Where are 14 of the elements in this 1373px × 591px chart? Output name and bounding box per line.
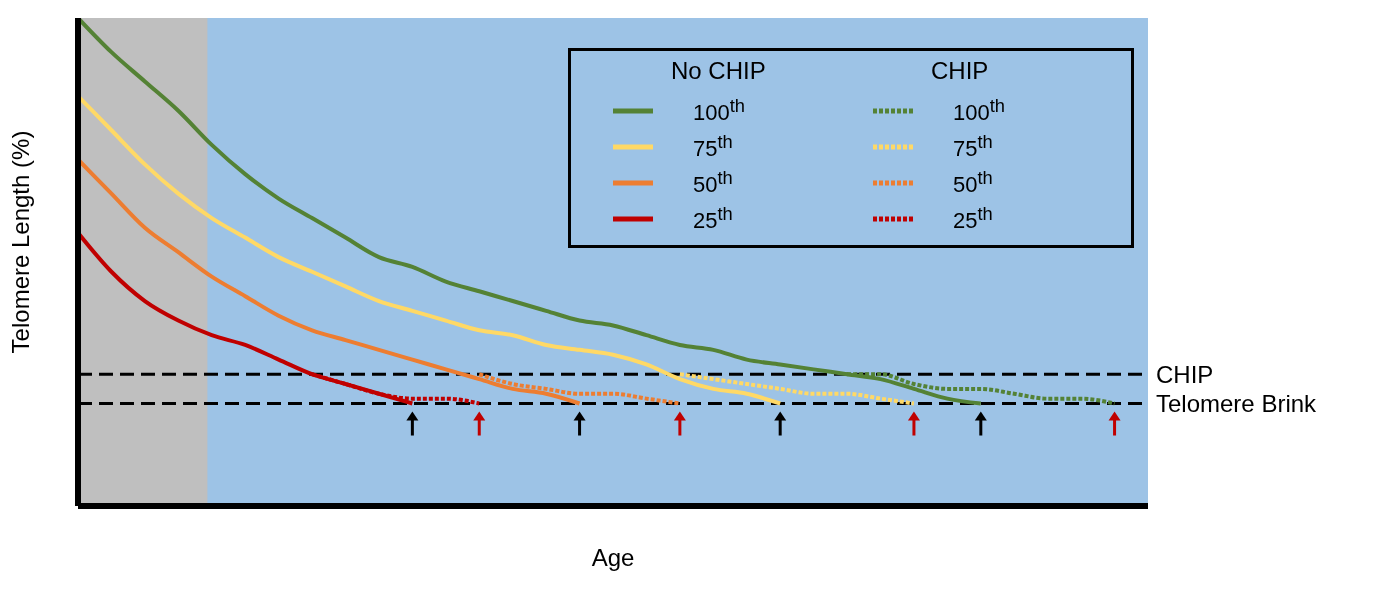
legend-label: 100$^{th}$ — [693, 95, 746, 127]
legend-label: 50$^{th}$ — [693, 167, 733, 199]
legend-label: 100$^{th}$ — [953, 95, 1006, 127]
x-axis-title: Age — [591, 544, 635, 571]
legend-label: 75$^{th}$ — [693, 131, 733, 163]
y-axis-title: Telomere Length (%) — [6, 130, 34, 354]
legend-label: 50$^{th}$ — [953, 167, 993, 199]
ref-line-label: CHIP — [1156, 360, 1214, 388]
legend-label: 25$^{th}$ — [953, 203, 993, 235]
annotation: CHIP — [931, 57, 990, 85]
ref-line-label: Telomere Brink — [1156, 390, 1318, 418]
annotation: No CHIP — [671, 57, 767, 85]
legend-label: 75$^{th}$ — [953, 131, 993, 163]
legend-label: 25$^{th}$ — [693, 203, 733, 235]
